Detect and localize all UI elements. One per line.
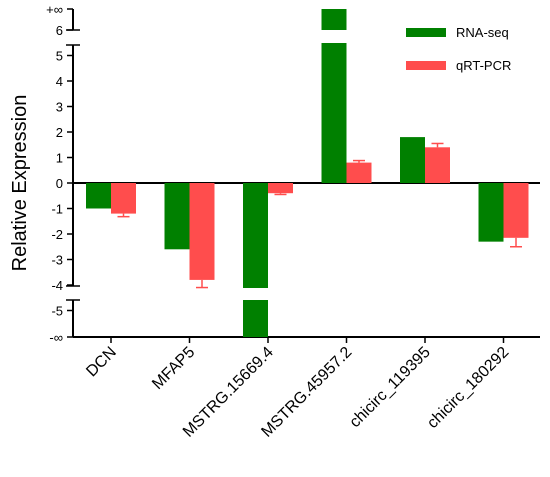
legend-swatch — [406, 61, 446, 70]
y-tick-label: 1 — [56, 151, 63, 166]
bar — [111, 183, 136, 214]
bar — [189, 183, 215, 280]
bar — [346, 162, 372, 183]
x-tick-label: DCN — [83, 344, 120, 381]
y-tick-label: -4 — [51, 278, 63, 293]
bar — [243, 300, 268, 337]
x-tick-label: MFAP5 — [149, 344, 198, 393]
y-tick-label: 3 — [56, 100, 63, 115]
y-tick-label: -5 — [51, 304, 63, 319]
y-tick-label: 2 — [56, 125, 63, 140]
y-tick-label: -1 — [51, 202, 63, 217]
bar — [425, 147, 450, 183]
y-tick-label-plus-infinity: +∞ — [46, 2, 63, 17]
bar — [243, 183, 268, 288]
bar — [164, 183, 190, 250]
y-axis-label: Relative Expression — [9, 95, 31, 272]
y-tick-label: 0 — [56, 176, 63, 191]
x-tick-label: chicirc_119395 — [347, 344, 434, 431]
legend-label: RNA-seq — [456, 25, 509, 40]
bar — [321, 9, 347, 30]
bar — [268, 183, 293, 194]
y-tick-label: 4 — [56, 74, 63, 89]
y-tick-label: -2 — [51, 227, 63, 242]
bar — [86, 183, 111, 209]
legend-label: qRT-PCR — [456, 58, 511, 73]
y-tick-label: 5 — [56, 49, 63, 64]
bar — [321, 43, 347, 183]
y-tick-label: -3 — [51, 253, 63, 268]
bar — [503, 183, 529, 238]
legend-swatch — [406, 28, 446, 37]
bar — [478, 183, 504, 242]
y-tick-label: 6 — [56, 23, 63, 38]
bar — [400, 137, 425, 183]
x-tick-label: chicirc_180292 — [424, 344, 512, 432]
y-tick-label-minus-infinity: -∞ — [49, 330, 63, 345]
